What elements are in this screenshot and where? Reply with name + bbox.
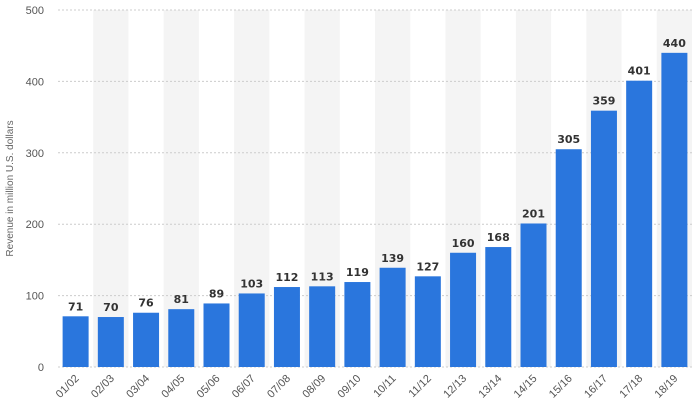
data-label: 305: [557, 133, 580, 146]
bar: [273, 287, 300, 367]
bar: [344, 282, 371, 367]
bar: [520, 223, 547, 367]
bar: [661, 52, 688, 368]
x-axis-ticks: 01/02 02/03 03/04 04/05 05/06 06/07 07/08 08/09…: [54, 373, 681, 401]
bar: [133, 312, 160, 367]
background-band: [163, 10, 199, 367]
x-tick-label: 16/17: [582, 373, 610, 401]
bar: [203, 303, 230, 367]
data-labels: 71 70 76 81 89 103 112 113 119 139 127 160 168 201 305…: [68, 37, 686, 314]
bar: [414, 276, 441, 367]
bar: [379, 267, 406, 367]
data-label: 139: [381, 252, 404, 265]
x-tick-label: 13/14: [476, 373, 504, 401]
data-label: 127: [416, 260, 439, 273]
x-tick-label: 12/13: [441, 373, 469, 401]
background-band: [93, 10, 129, 367]
x-tick-label: 10/11: [371, 373, 398, 400]
data-label: 359: [592, 95, 615, 108]
x-tick-label: 07/08: [265, 373, 293, 401]
data-label: 112: [275, 271, 298, 284]
data-label: 201: [522, 207, 545, 220]
x-tick-label: 17/18: [617, 373, 645, 401]
data-label: 103: [240, 277, 263, 290]
x-tick-label: 15/16: [547, 373, 575, 401]
bar: [626, 80, 653, 367]
x-tick-label: 04/05: [159, 373, 187, 401]
x-tick-label: 03/04: [124, 373, 152, 401]
x-tick-label: 02/03: [89, 373, 117, 401]
x-tick-label: 14/15: [512, 373, 540, 401]
bar: [168, 309, 195, 367]
x-tick-label: 18/19: [653, 373, 681, 401]
y-tick-label: 300: [26, 148, 44, 160]
y-tick-label: 200: [26, 219, 44, 231]
data-label: 168: [487, 231, 510, 244]
data-label: 76: [138, 297, 154, 310]
data-label: 401: [628, 65, 651, 78]
x-tick-label: 01/02: [54, 373, 82, 401]
data-label: 71: [68, 300, 83, 313]
data-label: 89: [209, 287, 224, 300]
bar: [309, 286, 336, 367]
bar: [450, 252, 477, 367]
data-label: 70: [103, 301, 119, 314]
y-tick-label: 100: [26, 291, 44, 303]
x-tick-label: 05/06: [195, 373, 223, 401]
x-tick-label: 11/12: [407, 373, 434, 400]
x-tick-label: 08/09: [300, 373, 328, 401]
data-label: 160: [452, 237, 475, 250]
bar: [555, 149, 582, 367]
gridlines: [58, 9, 692, 368]
data-label: 81: [174, 293, 189, 306]
x-tick-label: 06/07: [230, 373, 258, 401]
y-tick-label: 500: [26, 5, 44, 17]
y-axis-ticks: 0 100 200 300 400 500: [26, 5, 44, 374]
y-tick-label: 0: [38, 362, 44, 374]
data-label: 119: [346, 266, 369, 279]
bar: [485, 247, 512, 367]
bar: [590, 110, 617, 367]
bar: [97, 317, 124, 367]
data-label: 440: [663, 37, 686, 50]
x-tick-label: 09/10: [336, 373, 364, 401]
bar: [238, 293, 265, 367]
data-label: 113: [311, 270, 334, 283]
y-tick-label: 400: [26, 76, 44, 88]
y-axis-label: Revenue in million U.S. dollars: [5, 120, 16, 256]
bars: [62, 52, 688, 368]
bar: [62, 316, 89, 367]
